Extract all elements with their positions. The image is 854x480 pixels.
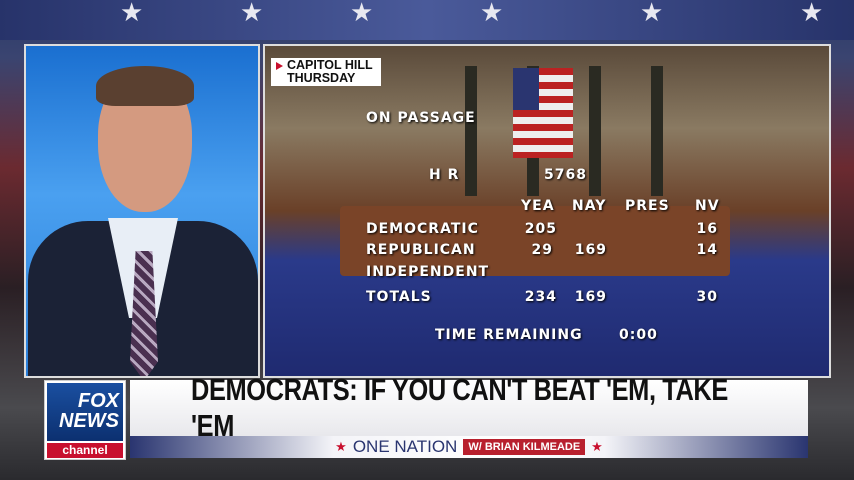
flag-background: ★ ★ ★ ★ ★ ★ [0, 0, 854, 40]
time-remaining-value: 0:00 [619, 327, 658, 343]
rep-nv: 14 [696, 242, 718, 258]
speaker-dais [340, 206, 730, 276]
total-yea: 234 [524, 289, 557, 305]
presenter-hair [96, 66, 194, 106]
col-pres: PRES [625, 198, 670, 214]
show-banner: ★ ONE NATION W/ BRIAN KILMEADE ★ [130, 436, 808, 458]
show-name: ONE NATION [352, 437, 458, 456]
col-nay: NAY [572, 198, 607, 214]
col-yea: YEA [521, 198, 555, 214]
logo-fox: FOX [77, 390, 119, 412]
vote-title: ON PASSAGE [366, 110, 476, 126]
logo-news: NEWS [59, 410, 119, 432]
location-bug: CAPITOL HILL THURSDAY [271, 58, 381, 86]
location-line1: CAPITOL HILL [287, 58, 373, 72]
party-democratic: DEMOCRATIC [366, 221, 479, 237]
logo-wordmark: FOX NEWS [47, 383, 123, 441]
house-chamber-video: CAPITOL HILL THURSDAY ON PASSAGE H R 576… [263, 44, 831, 378]
star-icon: ★ [335, 439, 347, 454]
dem-yea: 205 [524, 221, 557, 237]
rep-yea: 29 [531, 242, 553, 258]
us-flag [513, 68, 573, 158]
fox-news-logo: FOX NEWS channel [44, 380, 126, 460]
total-nv: 30 [696, 289, 718, 305]
time-remaining-label: TIME REMAINING [435, 327, 583, 343]
rep-nay: 169 [574, 242, 607, 258]
party-independent: INDEPENDENT [366, 264, 490, 280]
bill-label: H R [429, 167, 460, 183]
col-nv: NV [695, 198, 720, 214]
logo-channel: channel [47, 443, 123, 458]
headline-banner: DEMOCRATS: IF YOU CAN'T BEAT 'EM, TAKE '… [130, 372, 808, 443]
star-icon: ★ [591, 439, 603, 454]
bill-number: 5768 [544, 167, 587, 183]
presenter-tie [130, 251, 158, 376]
headline-text: DEMOCRATS: IF YOU CAN'T BEAT 'EM, TAKE '… [191, 372, 728, 443]
total-nay: 169 [574, 289, 607, 305]
dem-nv: 16 [696, 221, 718, 237]
location-line2: THURSDAY [287, 71, 356, 85]
party-totals: TOTALS [366, 289, 432, 305]
presenter-video [24, 44, 260, 378]
party-republican: REPUBLICAN [366, 242, 476, 258]
show-host: W/ BRIAN KILMEADE [463, 439, 586, 455]
